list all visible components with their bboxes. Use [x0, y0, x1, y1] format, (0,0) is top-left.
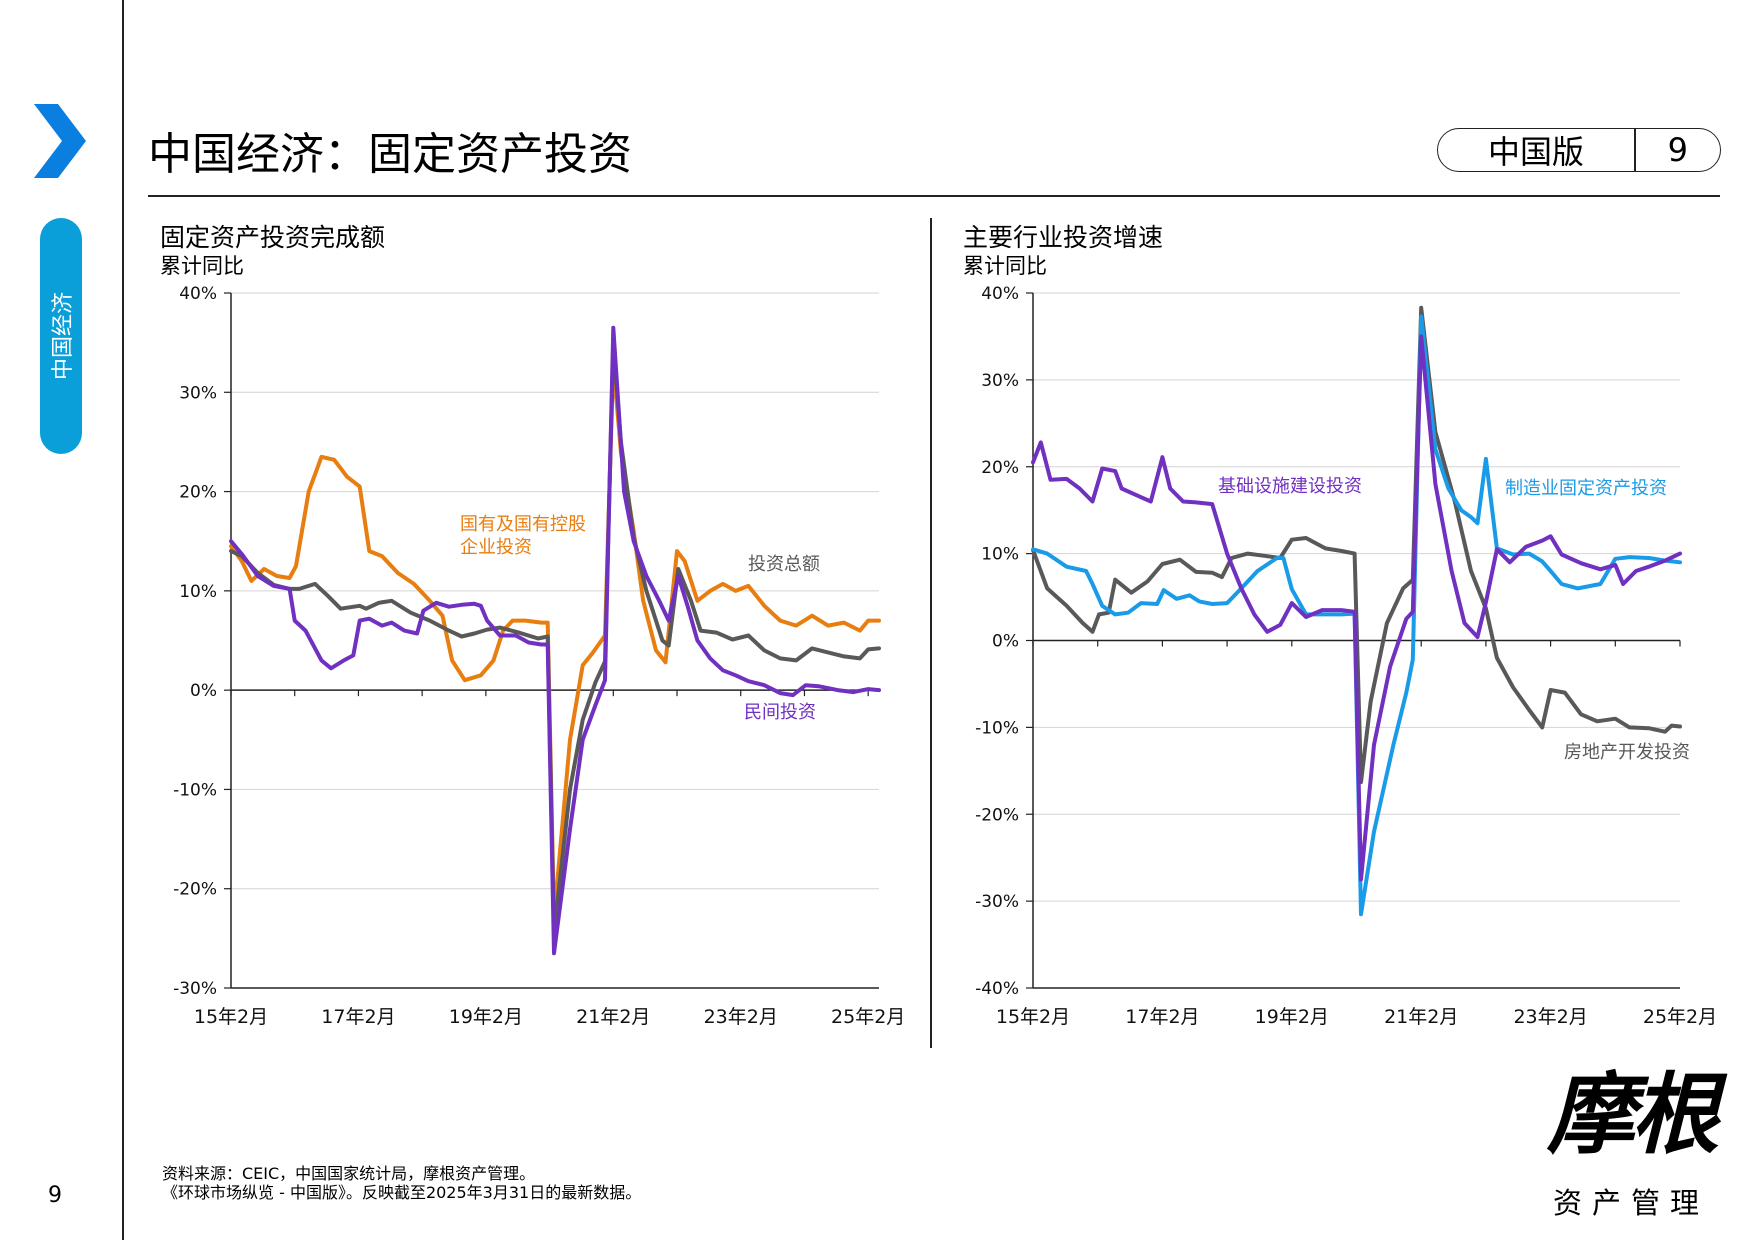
chart1-annotation: 投资总额 [748, 554, 820, 575]
chart2-annotation: 基础设施建设投资 [1218, 476, 1362, 497]
chevron-right-icon [34, 104, 86, 178]
version-badge: 中国版 9 [1437, 128, 1721, 172]
sidebar-section-tab[interactable]: 中国经济 [40, 218, 82, 454]
chart1-annotation: 民间投资 [744, 702, 816, 723]
chart2-y-tick-label: 20% [981, 458, 1019, 478]
chart2-x-tick-label: 17年2月 [1125, 1006, 1199, 1028]
page-number: 9 [48, 1183, 62, 1208]
chart2-plot: 40% 30% 20% 10% 0% -10% -20% -30% -40% 15年2月 17年2月… [975, 284, 1717, 1028]
chart1-x-tick-label: 25年2月 [831, 1006, 905, 1028]
chart1-title: 固定资产投资完成额 [160, 223, 386, 252]
chart2-annotation: 房地产开发投资 [1564, 742, 1690, 763]
chart2-y-tick-label: -30% [975, 892, 1019, 912]
chart1-x-tick-label: 15年2月 [194, 1006, 268, 1028]
footnote-asof: 《环球市场纵览 - 中国版》。反映截至2025年3月31日的最新数据。 [162, 1183, 642, 1202]
chart1-x-tick-label: 19年2月 [449, 1006, 523, 1028]
version-label: 中国版 [1487, 133, 1584, 171]
logo: 摩根 资产管理 [1540, 1070, 1722, 1220]
chart-divider [930, 218, 932, 1048]
chart2-x-tick-label: 19年2月 [1255, 1006, 1329, 1028]
chart1-y-tick-label: -30% [173, 979, 217, 999]
chart1-y-tick-label: -20% [173, 880, 217, 900]
chart2-y-tick-label: 0% [992, 632, 1019, 652]
chart2-subtitle: 累计同比 [963, 254, 1047, 278]
chart2-x-tick-label: 15年2月 [996, 1006, 1070, 1028]
chart1-y-tick-label: 30% [179, 383, 217, 403]
title-rule [148, 195, 1720, 197]
chart1-series-line-2 [229, 340, 881, 936]
chart2-annotation: 制造业固定资产投资 [1505, 478, 1667, 499]
chart2-x-tick-label: 25年2月 [1643, 1006, 1717, 1028]
chart1-y-tick-label: 10% [179, 582, 217, 602]
chart2-x-tick-label: 23年2月 [1513, 1006, 1587, 1028]
chart2-y-tick-label: 30% [981, 371, 1019, 391]
chart1-x-tick-label: 17年2月 [321, 1006, 395, 1028]
chart1-y-tick-label: 20% [179, 483, 217, 503]
chart1-y-tick-label: 0% [190, 681, 217, 701]
chart1-x-tick-label: 23年2月 [704, 1006, 778, 1028]
page-title: 中国经济：固定资产投资 [148, 129, 632, 180]
chart2-y-tick-label: -10% [975, 718, 1019, 738]
chart2-y-tick-label: 40% [981, 284, 1019, 304]
version-page-number: 9 [1667, 131, 1688, 169]
chart1-annotation: 国有及国有控股 [460, 514, 586, 535]
chart1-y-tick-label: -10% [173, 780, 217, 800]
logo-sub-text: 资产管理 [1552, 1186, 1709, 1220]
chart1-series-line-1 [229, 360, 881, 921]
chart2-series-line-3 [1031, 334, 1682, 882]
chart2-x-tick-label: 21年2月 [1384, 1006, 1458, 1028]
chart2-title: 主要行业投资增速 [963, 223, 1164, 252]
footnote-source: 资料来源：CEIC，中国国家统计局，摩根资产管理。 [162, 1164, 536, 1183]
chart1-series-line-3 [229, 325, 881, 956]
logo-main-text: 摩根 [1546, 1062, 1719, 1166]
chart2-y-tick-label: -20% [975, 805, 1019, 825]
chart2-y-tick-label: 10% [981, 545, 1019, 565]
chart1-y-tick-label: 40% [179, 284, 217, 304]
chart1-annotation: 企业投资 [460, 537, 532, 558]
chart1-x-tick-label: 21年2月 [576, 1006, 650, 1028]
chart1-plot: 40% 30% 20% 10% 0% -10% -20% -30% 15年2月 17年2月 19年2… [173, 284, 905, 1028]
chart2-y-tick-label: -40% [975, 979, 1019, 999]
sidebar-divider [122, 0, 124, 1240]
version-separator [1634, 129, 1636, 171]
chart1-subtitle: 累计同比 [160, 254, 244, 278]
